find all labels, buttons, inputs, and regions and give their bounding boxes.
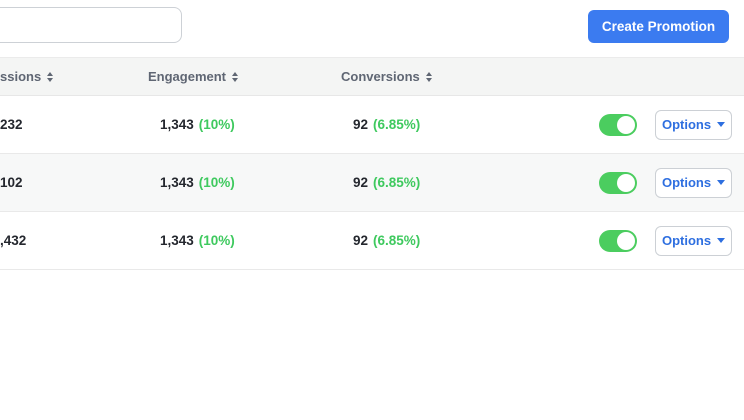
create-promotion-button[interactable]: Create Promotion — [588, 10, 729, 43]
chevron-down-icon — [717, 238, 726, 243]
active-toggle[interactable] — [599, 113, 637, 136]
conversions-cell: 92 (6.85%) — [341, 175, 521, 190]
options-button-label: Options — [661, 175, 712, 190]
table-header-row: ssions Engagement Conversions — [0, 57, 744, 96]
options-button-label: Options — [661, 233, 712, 248]
chevron-down-icon — [717, 122, 726, 127]
table-row: 102 1,343 (10%) 92 (6.85%) Options — [0, 154, 744, 212]
conversions-value: 92 — [353, 175, 369, 190]
promotions-table: ssions Engagement Conversions 232 1,343 (… — [0, 57, 744, 270]
sort-icon[interactable] — [232, 71, 239, 82]
search-input[interactable] — [0, 7, 182, 43]
conversions-percent: (6.85%) — [373, 117, 421, 132]
conversions-percent: (6.85%) — [373, 233, 421, 248]
impressions-value: ,432 — [0, 233, 27, 248]
toggle-knob — [617, 115, 635, 134]
options-button[interactable]: Options — [655, 109, 732, 140]
conversions-percent: (6.85%) — [373, 175, 421, 190]
engagement-cell: 1,343 (10%) — [148, 175, 341, 190]
table-row: 232 1,343 (10%) 92 (6.85%) Options — [0, 96, 744, 154]
engagement-percent: (10%) — [198, 175, 235, 190]
toggle-knob — [617, 173, 635, 192]
conversions-cell: 92 (6.85%) — [341, 117, 521, 132]
engagement-cell: 1,343 (10%) — [148, 117, 341, 132]
impressions-cell: ,432 — [0, 233, 148, 248]
engagement-value: 1,343 — [160, 233, 194, 248]
column-header-engagement-label: Engagement — [148, 69, 227, 84]
engagement-percent: (10%) — [198, 117, 235, 132]
impressions-cell: 102 — [0, 175, 148, 190]
engagement-cell: 1,343 (10%) — [148, 233, 341, 248]
engagement-percent: (10%) — [198, 233, 235, 248]
impressions-value: 232 — [0, 117, 23, 132]
options-button[interactable]: Options — [655, 225, 732, 256]
column-header-conversions[interactable]: Conversions — [341, 69, 521, 84]
conversions-value: 92 — [353, 117, 369, 132]
options-button[interactable]: Options — [655, 167, 732, 198]
engagement-value: 1,343 — [160, 175, 194, 190]
impressions-cell: 232 — [0, 117, 148, 132]
engagement-value: 1,343 — [160, 117, 194, 132]
column-header-impressions[interactable]: ssions — [0, 69, 148, 84]
sort-icon[interactable] — [425, 71, 432, 82]
conversions-value: 92 — [353, 233, 369, 248]
column-header-engagement[interactable]: Engagement — [148, 69, 341, 84]
table-row: ,432 1,343 (10%) 92 (6.85%) Options — [0, 212, 744, 270]
options-button-label: Options — [661, 117, 712, 132]
column-header-conversions-label: Conversions — [341, 69, 420, 84]
toggle-knob — [617, 231, 635, 250]
conversions-cell: 92 (6.85%) — [341, 233, 521, 248]
row-controls: Options — [599, 167, 744, 198]
column-header-impressions-label: ssions — [0, 69, 42, 84]
active-toggle[interactable] — [599, 229, 637, 252]
row-controls: Options — [599, 109, 744, 140]
chevron-down-icon — [717, 180, 726, 185]
sort-icon[interactable] — [47, 71, 54, 82]
row-controls: Options — [599, 225, 744, 256]
impressions-value: 102 — [0, 175, 23, 190]
active-toggle[interactable] — [599, 171, 637, 194]
